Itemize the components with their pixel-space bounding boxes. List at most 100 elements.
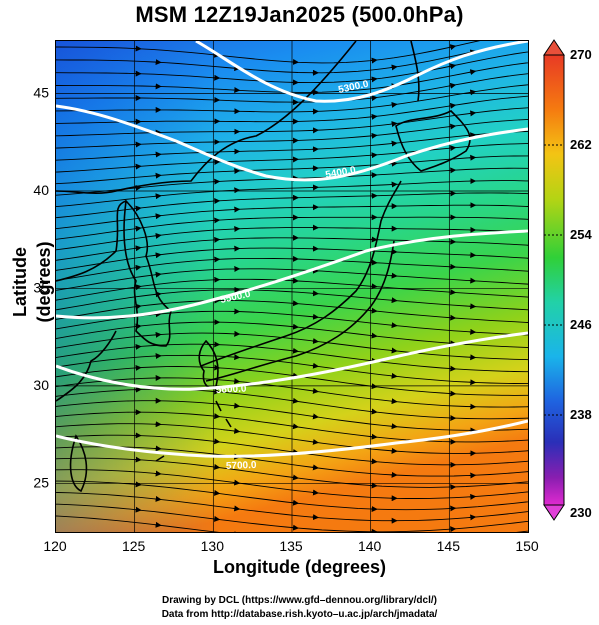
- wind-arrow: [370, 95, 378, 102]
- x-axis-ticks: 120 125 130 135 140 145 150: [43, 538, 539, 554]
- colorbar-label: 230: [570, 505, 592, 520]
- colorbar-label: 262: [570, 137, 592, 152]
- streamline: [56, 131, 528, 161]
- wind-arrow: [311, 413, 319, 420]
- x-tick-label: 145: [437, 538, 461, 554]
- wind-arrow: [134, 184, 142, 191]
- wind-arrow: [213, 388, 221, 395]
- wind-arrow: [370, 283, 378, 290]
- wind-arrow: [311, 489, 319, 496]
- streamline: [56, 423, 528, 454]
- honshu-south-coast: [205, 240, 395, 382]
- streamline: [56, 84, 528, 113]
- streamline: [56, 247, 528, 271]
- wind-arrow: [233, 479, 241, 486]
- wind-arrow: [154, 470, 162, 477]
- wind-arrow: [134, 506, 142, 513]
- map-title: MSM 12Z19Jan2025 (500.0hPa): [135, 2, 464, 27]
- y-tick-label: 25: [33, 474, 49, 490]
- wind-arrow: [134, 284, 142, 291]
- y-axis-label: Latitude (degrees): [10, 241, 54, 323]
- streamline: [56, 354, 528, 385]
- wind-arrow: [390, 398, 398, 405]
- wind-streamlines: [56, 41, 528, 532]
- wind-arrow: [370, 433, 378, 440]
- wind-arrow: [233, 427, 241, 434]
- wind-arrow: [390, 423, 398, 430]
- wind-arrow: [311, 438, 319, 445]
- wind-arrow: [213, 515, 221, 522]
- colorbar-label: 246: [570, 317, 592, 332]
- contour-5400: [56, 104, 528, 182]
- y-tick-label: 45: [33, 85, 49, 101]
- footer-source: Data from http://database.rish.kyoto–u.a…: [161, 609, 438, 620]
- x-tick-label: 130: [201, 538, 225, 554]
- wind-arrow: [134, 323, 142, 330]
- wind-arrow: [213, 463, 221, 470]
- wind-arrow: [134, 205, 142, 212]
- wind-arrow: [390, 64, 398, 71]
- x-tick-label: 140: [358, 538, 382, 554]
- wind-arrow: [390, 121, 398, 128]
- map-canvas: 5300.0 5400.0 5500.0 5600.0 5700.0: [56, 41, 528, 532]
- wind-arrow: [233, 505, 241, 512]
- wind-arrow: [390, 297, 398, 304]
- wind-arrow: [291, 474, 299, 481]
- contour-labels: 5300.0 5400.0 5500.0 5600.0 5700.0: [216, 79, 370, 472]
- wind-arrow: [311, 313, 319, 320]
- wind-arrow: [449, 44, 457, 51]
- sakhalin-coast: [410, 41, 420, 102]
- x-tick-label: 135: [279, 538, 303, 554]
- wind-arrow: [233, 402, 241, 409]
- wind-arrow: [154, 495, 162, 502]
- wind-arrow: [154, 193, 162, 200]
- colorbar-min-arrow: [543, 504, 565, 521]
- streamline: [56, 107, 528, 137]
- height-contours: [56, 41, 528, 458]
- streamline: [56, 515, 528, 532]
- colorbar-label: 238: [570, 407, 592, 422]
- ryukyu-islands: [155, 400, 232, 462]
- footer-credit: Drawing by DCL (https://www.gfd–dennou.o…: [161, 595, 437, 606]
- wind-arrow: [311, 387, 319, 394]
- wind-arrow: [469, 514, 477, 521]
- wind-arrow: [449, 314, 457, 321]
- streamline: [56, 492, 528, 522]
- wind-arrow: [370, 383, 378, 390]
- contour-5600: [56, 331, 528, 391]
- x-tick-label: 120: [43, 538, 67, 554]
- wind-arrow: [134, 264, 142, 271]
- streamline: [56, 180, 528, 208]
- streamline: [56, 469, 528, 499]
- wind-arrow: [233, 378, 241, 385]
- streamline: [56, 155, 528, 185]
- wind-arrow: [449, 123, 457, 130]
- wind-arrow: [311, 338, 319, 345]
- wind-arrow: [449, 63, 457, 70]
- mainland-coast: [56, 41, 357, 194]
- china-east-coast: [56, 330, 117, 402]
- wind-arrow: [449, 145, 457, 152]
- wind-arrow: [291, 300, 299, 307]
- wind-arrow: [370, 152, 378, 159]
- streamline: [56, 289, 528, 311]
- contour-label: 5600.0: [216, 383, 248, 396]
- wind-arrow: [154, 291, 162, 298]
- wind-arrow: [311, 464, 319, 471]
- wind-arrow: [154, 213, 162, 220]
- colorbar-label: 254: [570, 227, 592, 242]
- streamline: [56, 204, 528, 230]
- wind-arrow: [390, 101, 398, 108]
- x-tick-label: 150: [515, 538, 539, 554]
- wind-arrow: [291, 347, 299, 354]
- wind-arrow: [134, 225, 142, 232]
- wind-arrow: [154, 232, 162, 239]
- streamline: [56, 332, 528, 361]
- wind-arrow: [213, 413, 221, 420]
- streamline: [56, 41, 528, 74]
- colorbar-label: 270: [570, 47, 592, 62]
- wind-arrow: [291, 397, 299, 404]
- hokkaido-coast: [395, 110, 471, 172]
- wind-arrow: [390, 322, 398, 329]
- wind-arrow: [134, 343, 142, 350]
